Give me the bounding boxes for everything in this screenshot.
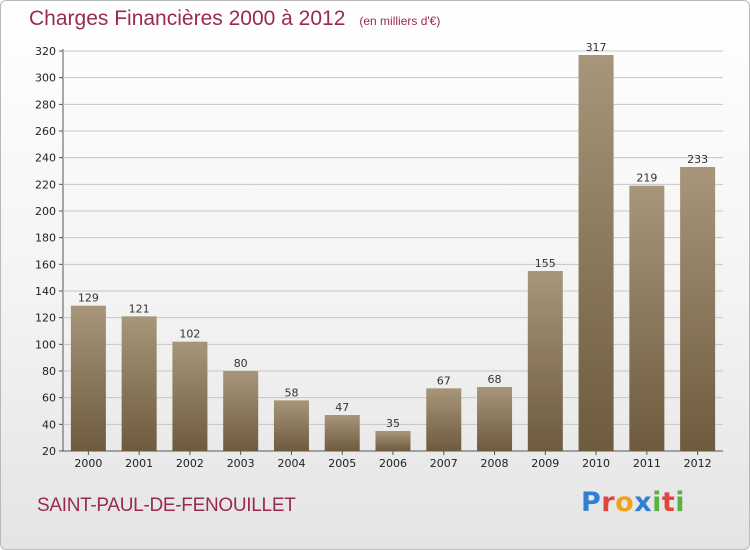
bar-2004 bbox=[273, 400, 309, 451]
bar-2003 bbox=[223, 371, 259, 451]
bar-2008 bbox=[477, 387, 513, 451]
bar-2007 bbox=[426, 388, 462, 451]
logo-letter: r bbox=[601, 487, 616, 518]
x-tick-label-2012: 2012 bbox=[684, 457, 712, 470]
data-label-2002: 102 bbox=[179, 328, 200, 341]
data-label-2005: 47 bbox=[335, 401, 349, 414]
x-tick-label-2008: 2008 bbox=[481, 457, 509, 470]
y-axis-ticks: 20 40 60 80 100 120 140 160 180 200 220 240 260 280 30… bbox=[35, 45, 63, 458]
y-tick-label: 320 bbox=[35, 45, 56, 58]
bar-2002 bbox=[172, 341, 208, 451]
bar-2011 bbox=[629, 185, 665, 451]
bar-2009 bbox=[527, 271, 563, 451]
data-label-2011: 219 bbox=[636, 172, 657, 185]
y-tick-label: 120 bbox=[35, 312, 56, 325]
x-tick-label-2007: 2007 bbox=[430, 457, 458, 470]
y-tick-label: 20 bbox=[42, 445, 56, 458]
data-label-2000: 129 bbox=[78, 292, 99, 305]
x-tick-label-2004: 2004 bbox=[277, 457, 305, 470]
logo-letter: o bbox=[615, 487, 635, 518]
logo-letter: i bbox=[652, 487, 662, 518]
data-label-2003: 80 bbox=[234, 357, 248, 370]
logo-letter: P bbox=[581, 487, 602, 518]
logo-letter: t bbox=[661, 487, 676, 518]
bar-2005 bbox=[324, 415, 360, 451]
bar-2012 bbox=[680, 167, 716, 451]
y-tick-label: 280 bbox=[35, 98, 56, 111]
data-label-2010: 317 bbox=[586, 41, 607, 54]
y-tick-label: 240 bbox=[35, 152, 56, 165]
data-label-2009: 155 bbox=[535, 257, 556, 270]
bar-2006 bbox=[375, 431, 411, 451]
y-tick-label: 100 bbox=[35, 338, 56, 351]
chart-subtitle: (en milliers d'€) bbox=[359, 14, 441, 28]
x-axis-ticks: 2000 2001 2002 2003 2004 2005 2006 2007 2008 2009… bbox=[74, 451, 712, 470]
y-tick-label: 260 bbox=[35, 125, 56, 138]
bar-2000 bbox=[70, 305, 106, 451]
y-tick-label: 140 bbox=[35, 285, 56, 298]
y-tick-label: 40 bbox=[42, 418, 56, 431]
data-label-2001: 121 bbox=[129, 302, 150, 315]
data-label-2008: 68 bbox=[488, 373, 502, 386]
logo-letter: x bbox=[634, 487, 653, 518]
data-label-2006: 35 bbox=[386, 417, 400, 430]
y-tick-label: 80 bbox=[42, 365, 56, 378]
x-tick-label-2006: 2006 bbox=[379, 457, 407, 470]
data-label-2012: 233 bbox=[687, 153, 708, 166]
town-name: SAINT-PAUL-DE-FENOUILLET bbox=[37, 495, 296, 516]
chart-title: Charges Financières 2000 à 2012 (en milli… bbox=[29, 7, 440, 31]
data-label-2007: 67 bbox=[437, 374, 451, 387]
logo-letter: i bbox=[675, 487, 686, 518]
bar-2010 bbox=[578, 55, 614, 451]
data-labels: 129 121 102 80 58 47 35 67 68 155 317 219 233 bbox=[78, 41, 708, 430]
x-tick-label-2009: 2009 bbox=[531, 457, 559, 470]
data-label-2004: 58 bbox=[284, 386, 298, 399]
x-tick-label-2011: 2011 bbox=[633, 457, 661, 470]
y-tick-label: 180 bbox=[35, 232, 56, 245]
x-tick-label-2003: 2003 bbox=[227, 457, 255, 470]
x-tick-label-2005: 2005 bbox=[328, 457, 356, 470]
bar-2001 bbox=[121, 316, 157, 451]
x-tick-label-2000: 2000 bbox=[74, 457, 102, 470]
y-tick-label: 160 bbox=[35, 258, 56, 271]
chart-title-text: Charges Financières 2000 à 2012 bbox=[29, 7, 346, 30]
bars bbox=[70, 55, 716, 451]
x-tick-label-2002: 2002 bbox=[176, 457, 204, 470]
grid-lines bbox=[62, 49, 723, 452]
y-tick-label: 200 bbox=[35, 205, 56, 218]
y-tick-label: 60 bbox=[42, 392, 56, 405]
y-tick-label: 220 bbox=[35, 178, 56, 191]
y-tick-label: 300 bbox=[35, 72, 56, 85]
x-tick-label-2001: 2001 bbox=[125, 457, 153, 470]
x-tick-label-2010: 2010 bbox=[582, 457, 610, 470]
proxiti-logo[interactable]: Proxiti bbox=[581, 487, 685, 518]
